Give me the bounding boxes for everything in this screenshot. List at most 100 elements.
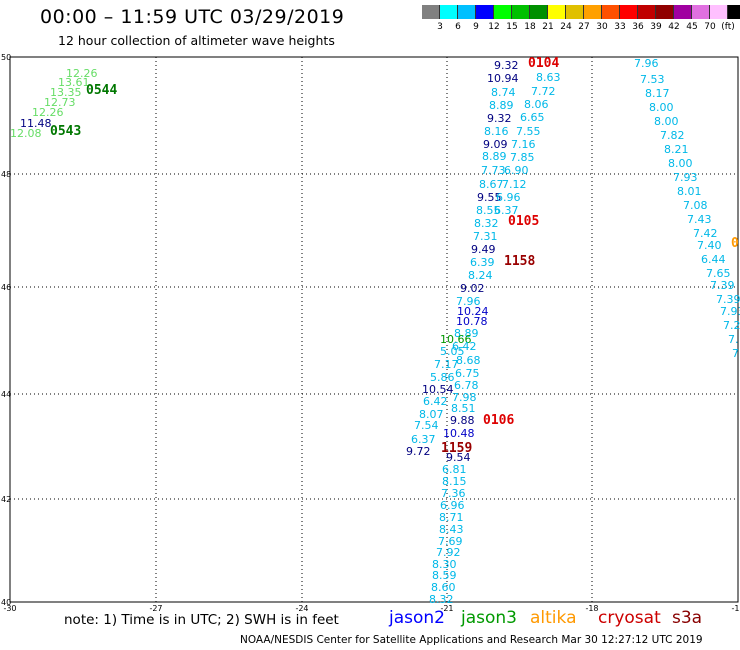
wave-height-value: 7.54 — [414, 419, 439, 432]
wave-height-value: 7.93 — [720, 305, 740, 318]
wave-height-value: 8.55 — [476, 204, 501, 217]
wave-height-value: 6.90 — [504, 164, 529, 177]
wave-height-value: 8.68 — [456, 354, 481, 367]
footer-credit: NOAA/NESDIS Center for Satellite Applica… — [240, 634, 703, 646]
pass-time-label: 0543 — [50, 124, 81, 139]
lon-tick-label: -24 — [295, 604, 308, 613]
wave-height-value: 7.42 — [693, 227, 718, 240]
satellite-legend-cryosat: cryosat — [598, 608, 661, 628]
pass-time-label: 0 — [731, 236, 739, 251]
wave-height-value: 8.32 — [429, 593, 454, 606]
wave-height-value: 8.30 — [432, 558, 457, 571]
color-scale-tick-label: 27 — [578, 22, 590, 32]
pass-time-label: 1159 — [441, 441, 472, 456]
wave-height-value: 7.65 — [706, 267, 731, 280]
pass-time-label: 0105 — [508, 214, 539, 229]
wave-height-value: 13.35 — [50, 86, 82, 99]
color-scale-tick-label: 45 — [686, 22, 698, 32]
lon-tick-label: -15 — [731, 604, 740, 613]
wave-height-value: 5.05 — [440, 345, 465, 358]
wave-height-value: 5.86 — [430, 371, 455, 384]
color-swatch — [422, 5, 440, 19]
wave-height-value: 8.17 — [645, 87, 670, 100]
wave-height-value: 8.89 — [454, 327, 479, 340]
wave-height-value: 7.73 — [481, 164, 506, 177]
color-swatch — [548, 5, 566, 19]
wave-height-value: 7.2 — [723, 319, 740, 332]
color-swatch — [638, 5, 656, 19]
color-scale-tick-label: 39 — [650, 22, 662, 32]
wave-height-value: 9.32 — [487, 112, 512, 125]
wave-height-value: 11.48 — [20, 117, 52, 130]
color-swatch — [728, 5, 740, 19]
lat-tick-label: 40 — [1, 598, 11, 607]
color-scale-tick-label: 36 — [632, 22, 644, 32]
color-scale-tick-label: 70 — [704, 22, 716, 32]
color-swatch — [566, 5, 584, 19]
wave-height-value: 7.93 — [673, 171, 698, 184]
wave-height-value: 7.08 — [683, 199, 708, 212]
wave-height-value: 9.32 — [494, 59, 519, 72]
lon-tick-label: -27 — [149, 604, 162, 613]
color-scale-tick-label: 12 — [488, 22, 500, 32]
chart-subtitle: 12 hour collection of altimeter wave hei… — [58, 33, 335, 48]
pass-time-label: 0106 — [483, 413, 514, 428]
color-swatch — [512, 5, 530, 19]
wave-height-value: 7.98 — [452, 391, 477, 404]
wave-height-value: 8.89 — [482, 150, 507, 163]
wave-height-value: 6.96 — [496, 191, 521, 204]
wave-height-value: 10.24 — [457, 305, 489, 318]
wave-height-value: 12.26 — [32, 106, 64, 119]
color-scale-tick-label: 30 — [596, 22, 608, 32]
wave-height-value: 7.53 — [640, 73, 665, 86]
wave-height-value: 6.44 — [701, 253, 726, 266]
color-scale-tick-label: 21 — [542, 22, 554, 32]
color-scale-unit: (ft) — [721, 22, 735, 32]
wave-height-value: 8.43 — [439, 523, 464, 536]
color-swatch — [710, 5, 728, 19]
color-scale-tick-label: 24 — [560, 22, 572, 32]
lat-tick-label: 46 — [1, 283, 11, 292]
lat-tick-label: 50 — [1, 53, 11, 62]
color-swatch — [530, 5, 548, 19]
wave-height-value: 8.00 — [649, 101, 674, 114]
wave-height-value: 9.02 — [460, 282, 485, 295]
color-swatch — [584, 5, 602, 19]
wave-height-value: 12.26 — [66, 67, 98, 80]
color-swatch — [602, 5, 620, 19]
color-swatch — [440, 5, 458, 19]
wave-height-value: 7.36 — [441, 487, 466, 500]
color-swatch — [458, 5, 476, 19]
wave-height-value: 8.59 — [432, 569, 457, 582]
wave-height-value: 9.88 — [450, 414, 475, 427]
note-text: note: 1) Time is in UTC; 2) SWH is in fe… — [64, 612, 339, 628]
wave-height-value: 7.72 — [531, 85, 556, 98]
color-swatch — [476, 5, 494, 19]
map-frame — [9, 56, 739, 603]
wave-height-value: 8.00 — [668, 157, 693, 170]
wave-height-value: 6.65 — [520, 111, 545, 124]
pass-time-label: 1158 — [504, 254, 535, 269]
wave-height-value: 8.89 — [489, 99, 514, 112]
wave-height-value: 10.48 — [443, 427, 475, 440]
wave-height-value: 7.92 — [436, 546, 461, 559]
wave-height-value: 7.43 — [687, 213, 712, 226]
wave-height-value: 8.74 — [491, 86, 516, 99]
wave-height-value: 9.55 — [477, 191, 502, 204]
color-scale-tick-label: 33 — [614, 22, 626, 32]
color-swatch — [620, 5, 638, 19]
wave-height-value: 6.42 — [452, 340, 477, 353]
lon-tick-label: -30 — [3, 604, 16, 613]
wave-height-value: 6.96 — [440, 499, 465, 512]
wave-height-value: 9.54 — [446, 451, 471, 464]
satellite-legend-s3a: s3a — [672, 608, 703, 628]
satellite-legend-jason3: jason3 — [461, 608, 517, 628]
wave-height-value: 10.54 — [422, 383, 454, 396]
wave-height-value: 8.15 — [442, 475, 467, 488]
wave-height-value: 8.24 — [468, 269, 493, 282]
color-scale-tick-label: 6 — [455, 22, 461, 32]
wave-height-value: 8.32 — [474, 217, 499, 230]
color-scale-tick-label: 3 — [437, 22, 443, 32]
wave-height-value: 9.49 — [471, 243, 496, 256]
